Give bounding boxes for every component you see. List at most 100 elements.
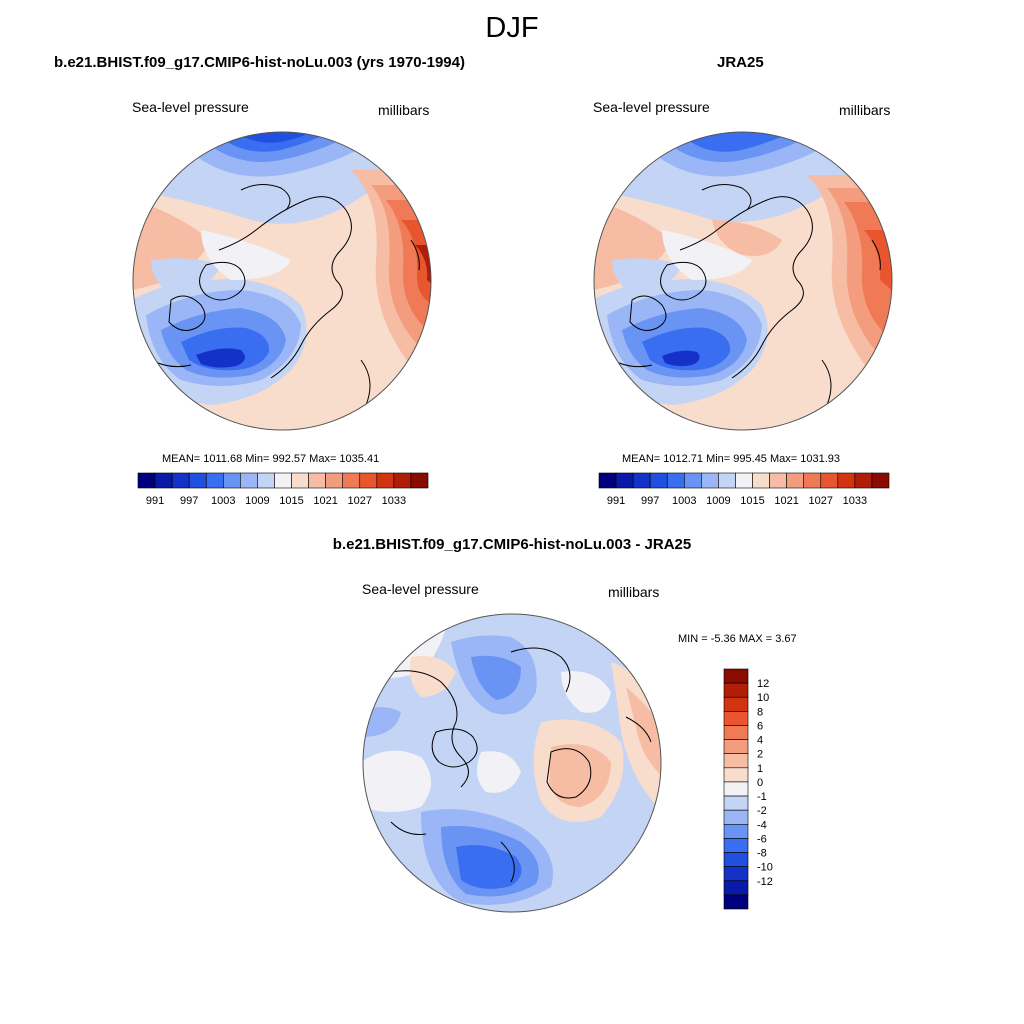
- obs-colorbar-tick-label: 1009: [706, 495, 730, 507]
- model-colorbar-swatch: [291, 472, 309, 489]
- obs-colorbar-swatch: [769, 472, 787, 489]
- obs-colorbar-swatch: [854, 472, 873, 489]
- diff-colorbar-tick-label: -4: [757, 819, 767, 831]
- obs-polar-map: [593, 131, 893, 431]
- diff-colorbar-tick-label: 0: [757, 777, 763, 789]
- obs-colorbar-swatch: [701, 472, 719, 489]
- obs-colorbar-swatch: [649, 472, 668, 489]
- obs-colorbar-swatch: [615, 472, 634, 489]
- diff-colorbar-swatch: [723, 809, 749, 825]
- diff-colorbar-swatch: [723, 753, 749, 769]
- diff-colorbar-swatch: [723, 866, 749, 882]
- model-colorbar-swatch: [154, 472, 173, 489]
- figure-title: DJF: [485, 12, 539, 44]
- obs-colorbar-swatch: [718, 472, 736, 489]
- model-colorbar-swatch: [222, 472, 241, 489]
- diff-colorbar-tick-label: -10: [757, 862, 773, 874]
- model-colorbar-swatch: [137, 472, 156, 489]
- obs-colorbar-swatch: [820, 472, 839, 489]
- diff-units-label: millibars: [608, 584, 660, 600]
- model-colorbar-swatch: [171, 472, 190, 489]
- diff-colorbar-swatch: [723, 823, 749, 839]
- diff-colorbar-swatch: [723, 894, 749, 910]
- obs-colorbar-tick-label: 1021: [774, 495, 798, 507]
- diff-colorbar-swatch: [723, 781, 749, 797]
- diff-colorbar-tick-label: -1: [757, 791, 767, 803]
- obs-variable-label: Sea-level pressure: [593, 99, 710, 115]
- diff-colorbar-swatch: [723, 682, 749, 698]
- model-panel-title: b.e21.BHIST.f09_g17.CMIP6-hist-noLu.003 …: [54, 54, 465, 71]
- diff-colorbar-tick-label: 1: [757, 763, 763, 775]
- diff-colorbar-swatch: [723, 725, 749, 740]
- obs-colorbar-tick-label: 1015: [740, 495, 764, 507]
- diff-colorbar-swatch: [723, 852, 749, 867]
- diff-colorbar-tick-label: -12: [757, 876, 773, 888]
- model-colorbar-swatch: [359, 472, 378, 489]
- diff-colorbar-tick-label: -6: [757, 833, 767, 845]
- diff-stats: MIN = -5.36 MAX = 3.67: [678, 633, 797, 645]
- obs-colorbar-swatch: [871, 472, 890, 489]
- model-colorbar-tick-label: 1015: [279, 495, 303, 507]
- model-stats: MEAN= 1011.68 Min= 992.57 Max= 1035.41: [162, 453, 380, 465]
- model-colorbar-swatch: [274, 472, 292, 489]
- model-polar-map: [132, 131, 432, 431]
- diff-colorbar-tick-label: 10: [757, 692, 769, 704]
- diff-colorbar-swatch: [723, 696, 749, 712]
- diff-colorbar-swatch: [723, 668, 749, 684]
- model-colorbar-swatch: [342, 472, 361, 489]
- model-colorbar-tick-label: 1003: [211, 495, 235, 507]
- obs-colorbar-tick-label: 1033: [843, 495, 867, 507]
- obs-colorbar: 991 997 1003 1009 1015 1021 1027 1033: [598, 472, 890, 507]
- diff-colorbar-swatch: [723, 838, 749, 853]
- model-colorbar-tick-label: 991: [146, 495, 164, 507]
- diff-variable-label: Sea-level pressure: [362, 581, 479, 597]
- diff-colorbar-tick-label: -2: [757, 805, 767, 817]
- model-colorbar-swatch: [188, 472, 207, 489]
- model-colorbar-swatch: [240, 472, 258, 489]
- model-colorbar-swatch: [410, 472, 429, 489]
- model-colorbar-tick-label: 1021: [313, 495, 337, 507]
- obs-colorbar-tick-label: 997: [641, 495, 659, 507]
- obs-colorbar-swatch: [735, 472, 753, 489]
- obs-colorbar-tick-label: 1003: [672, 495, 696, 507]
- model-colorbar-swatch: [205, 472, 224, 489]
- diff-colorbar-tick-label: 6: [757, 720, 763, 732]
- obs-colorbar-tick-label: 1027: [809, 495, 833, 507]
- obs-colorbar-swatch: [683, 472, 702, 489]
- diff-colorbar-tick-label: 12: [757, 678, 769, 690]
- diff-colorbar-swatch: [723, 795, 749, 811]
- model-colorbar-tick-label: 997: [180, 495, 198, 507]
- obs-colorbar-swatch: [786, 472, 805, 489]
- model-colorbar: 991 997 1003 1009 1015 1021 1027 1033: [137, 472, 429, 507]
- obs-panel-title: JRA25: [717, 54, 764, 71]
- diff-colorbar-swatch: [723, 711, 749, 726]
- obs-units-label: millibars: [839, 102, 891, 118]
- obs-colorbar-swatch: [837, 472, 856, 489]
- obs-colorbar-tick-label: 991: [607, 495, 625, 507]
- diff-colorbar-tick-label: 2: [757, 749, 763, 761]
- diff-colorbar-tick-label: 4: [757, 735, 763, 747]
- obs-colorbar-swatch: [632, 472, 651, 489]
- model-colorbar-swatch: [257, 472, 275, 489]
- diff-colorbar-swatch: [723, 767, 749, 783]
- model-colorbar-swatch: [308, 472, 326, 489]
- obs-colorbar-swatch: [803, 472, 822, 489]
- diff-colorbar-tick-label: 8: [757, 706, 763, 718]
- obs-stats: MEAN= 1012.71 Min= 995.45 Max= 1031.93: [622, 453, 841, 465]
- model-colorbar-tick-label: 1027: [348, 495, 372, 507]
- obs-colorbar-swatch: [598, 472, 617, 489]
- model-units-label: millibars: [378, 102, 430, 118]
- diff-colorbar-swatch: [723, 880, 749, 896]
- diff-polar-map: [362, 613, 662, 913]
- model-variable-label: Sea-level pressure: [132, 99, 249, 115]
- diff-colorbar-tick-label: -8: [757, 848, 767, 860]
- model-colorbar-swatch: [376, 472, 395, 489]
- diff-panel-title: b.e21.BHIST.f09_g17.CMIP6-hist-noLu.003 …: [332, 536, 692, 553]
- obs-colorbar-swatch: [666, 472, 685, 489]
- model-colorbar-tick-label: 1033: [382, 495, 406, 507]
- model-colorbar-swatch: [393, 472, 412, 489]
- model-colorbar-swatch: [325, 472, 344, 489]
- diff-colorbar-swatch: [723, 739, 749, 755]
- model-colorbar-tick-label: 1009: [245, 495, 269, 507]
